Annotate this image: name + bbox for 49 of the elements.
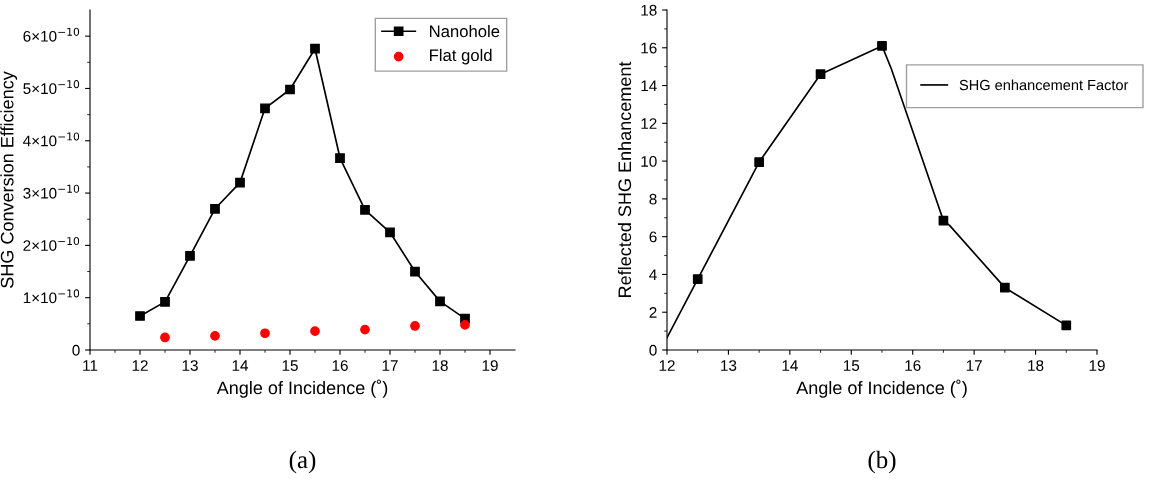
y-tick-label: 0 <box>72 344 80 356</box>
x-tick-label: 17 <box>382 360 398 371</box>
y-tick-label: 2×10$^{−10}$ <box>23 237 80 251</box>
y-tick-label: 6×10$^{−10}$ <box>23 27 80 42</box>
x-tick-label: 19 <box>482 360 498 371</box>
x-tick-label: 18 <box>1028 360 1044 371</box>
x-tick-label: 16 <box>332 360 348 371</box>
legend-label: Nanohole <box>430 25 500 38</box>
y-tick-label: 2 <box>649 307 657 318</box>
x-tick-label: 13 <box>721 360 737 371</box>
x-tick-label: 15 <box>843 360 860 371</box>
x-tick-label: 12 <box>659 360 675 371</box>
y-tick-label: 1×10$^{−10}$ <box>23 289 80 304</box>
y-axis-title: SHG Conversion Efficiency <box>0 71 18 288</box>
y-tick-label: 4 <box>649 269 657 280</box>
y-tick-label: 6 <box>649 231 657 243</box>
x-tick-label: 15 <box>282 360 298 371</box>
x-tick-label: 19 <box>1089 360 1105 371</box>
x-tick-label: 18 <box>432 360 448 371</box>
point <box>815 69 826 80</box>
y-tick-label: 0 <box>649 344 657 356</box>
y-tick-label: 4×10$^{−10}$ <box>23 132 80 147</box>
x-tick-label: 14 <box>782 360 798 371</box>
legend-label: SHG enhancement Factor <box>959 79 1129 91</box>
point <box>692 274 703 285</box>
y-tick-label: 3×10$^{−10}$ <box>23 184 80 199</box>
y-tick-label: 5×10$^{−10}$ <box>23 80 80 95</box>
x-tick-label: 17 <box>966 360 982 371</box>
y-tick-label: 18 <box>641 4 657 16</box>
x-axis-title: Angle of Incidence (˚) <box>216 379 388 398</box>
y-axis-title: Reflected SHG Enhancement <box>617 61 632 297</box>
y-tick-label: 8 <box>649 193 657 205</box>
text: (a) <box>289 450 316 474</box>
y-tick-label: 10 <box>641 155 657 167</box>
y-tick-label: 14 <box>641 80 657 92</box>
x-tick-label: 16 <box>905 360 921 371</box>
legend-label: Flat gold <box>430 48 492 65</box>
text: (b) <box>868 450 896 474</box>
point <box>754 157 765 167</box>
point <box>877 41 887 51</box>
x-tick-label: 13 <box>182 360 198 371</box>
x-axis-title: Angle of Incidence (˚) <box>796 379 967 398</box>
x-tick-label: 14 <box>232 360 249 371</box>
y-tick-label: 12 <box>641 118 657 129</box>
point <box>999 282 1010 293</box>
y-tick-label: 16 <box>641 42 657 54</box>
x-tick-label: 11 <box>83 360 98 371</box>
x-tick-label: 12 <box>132 360 148 371</box>
point <box>1061 320 1072 331</box>
